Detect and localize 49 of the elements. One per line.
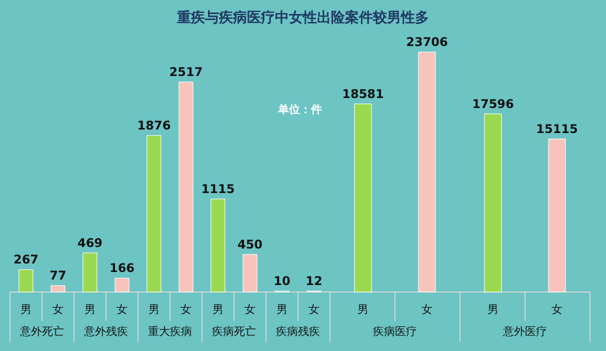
data-label: 450 [237,237,263,252]
bar [418,52,436,292]
bar [82,252,98,292]
x-tick-label: 疾病残疾 [276,325,320,338]
text: 男 [148,303,160,316]
bar [548,138,566,292]
series-label: 女 [422,303,432,316]
text: 女 [116,303,128,316]
bar [484,114,502,292]
data-label: 77 [50,268,66,283]
annotation: 单位：件 [277,103,322,116]
bar [114,278,130,292]
x-tick-label: 重大疾病 [148,325,192,338]
bar [146,135,162,292]
data-label: 15115 [536,122,578,136]
data-label: 1876 [137,118,171,132]
text: 男 [212,303,224,316]
series-label: 男 [358,303,368,316]
x-tick-label: 意外死亡 [19,325,64,338]
bar [18,269,34,292]
data-label: 166 [109,261,135,276]
bar [50,285,66,292]
x-tick-label: 意外医疗 [502,325,547,338]
data-label: 23706 [406,35,448,49]
data-label: 10 [274,274,290,288]
series-label: 男 [20,303,32,316]
x-tick-label: 意外残疾 [83,325,128,338]
data-label: 2517 [169,65,203,79]
x-tick-label: 疾病死亡 [212,325,256,338]
text: 女 [180,303,192,316]
chart-title: 重疾与疾病医疗中女性出险案件较男性多 [176,9,429,26]
data-label: 267 [13,252,39,267]
series-label: 女 [52,303,64,316]
data-label: 1115 [201,182,235,196]
text: 男 [84,303,96,316]
text: 女 [244,303,256,316]
x-tick-label: 疾病医疗 [373,325,417,338]
data-label: 12 [306,274,322,288]
bar [242,254,258,292]
text: 男 [488,303,498,316]
data-label: 469 [77,236,103,250]
data-label: 17596 [472,96,514,111]
text: 女 [552,303,562,316]
text: 男 [276,303,288,316]
bar [210,198,226,292]
text: 女 [308,303,320,316]
bar [178,82,194,292]
bar [354,104,372,292]
data-label: 18581 [342,86,384,101]
